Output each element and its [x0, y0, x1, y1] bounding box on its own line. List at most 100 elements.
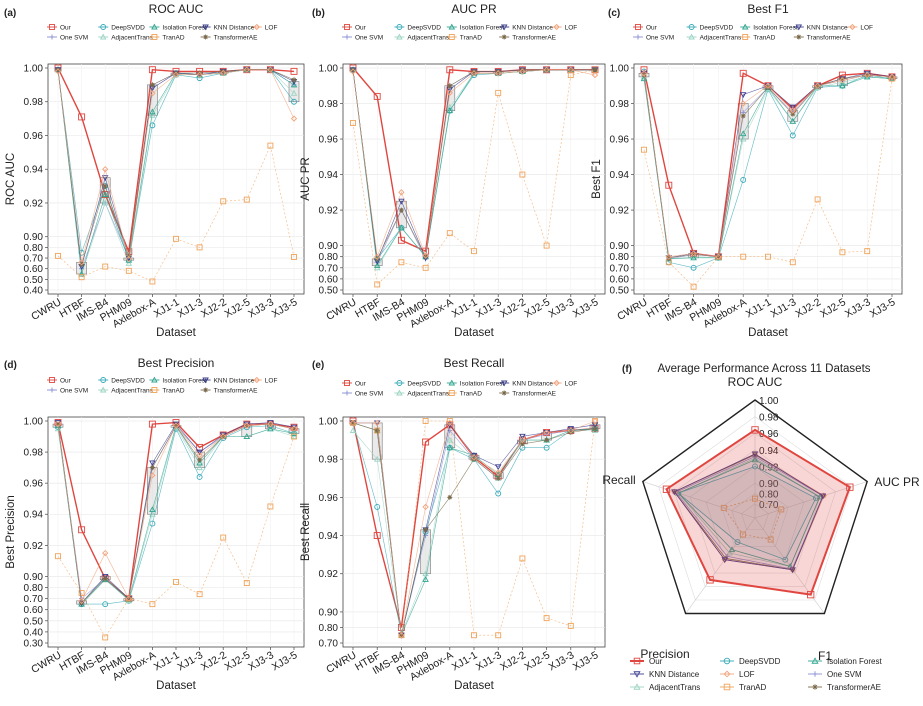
data-point	[148, 66, 156, 74]
legend-label: TransformerAE	[512, 391, 556, 398]
panel-label: (a)	[4, 8, 16, 19]
y-tick-label: 0.92	[610, 206, 630, 217]
data-point	[220, 433, 227, 440]
radar-point	[782, 556, 789, 563]
radar-point	[846, 483, 854, 491]
data-point	[839, 76, 845, 82]
y-tick-label: 0.80	[610, 252, 630, 263]
legend-label: TransformerAE	[807, 35, 851, 42]
data-point	[690, 250, 697, 257]
radar-point	[816, 493, 824, 500]
data-point	[149, 82, 155, 88]
y-tick-label: 0.50	[319, 286, 339, 297]
data-point	[495, 475, 501, 481]
data-point	[267, 142, 274, 149]
data-point	[173, 235, 179, 242]
series-lof	[54, 420, 298, 604]
legend-label: LOF	[565, 381, 578, 388]
data-point	[267, 420, 274, 428]
data-point	[398, 198, 405, 205]
radar-point	[751, 451, 759, 458]
legend-label: Isolation Forest	[827, 657, 882, 666]
legend-marker	[253, 376, 260, 384]
data-point	[149, 460, 156, 467]
data-point	[196, 75, 203, 82]
x-tick-label: XJ3-3	[843, 296, 873, 320]
y-tick-label: 0.92	[24, 541, 44, 552]
legend-label: DeepSVDD	[739, 657, 781, 666]
legend-label: LOF	[265, 378, 278, 385]
legend-label: Isolation Forest	[162, 25, 207, 32]
y-tick-label: 0.94	[24, 165, 44, 176]
panel-label: (b)	[312, 8, 325, 19]
legend-label: AdjacentTrans	[649, 683, 700, 692]
data-point	[495, 469, 502, 476]
data-point	[196, 449, 203, 456]
legend-marker	[253, 23, 260, 31]
data-point	[102, 183, 108, 189]
data-point	[789, 117, 797, 124]
data-point	[78, 526, 86, 534]
y-tick-label: 0.96	[24, 131, 44, 142]
legend-label: Our	[60, 378, 72, 385]
x-tick-label: XJ3-5	[571, 296, 601, 320]
legend-marker	[202, 377, 209, 384]
data-point	[446, 107, 454, 114]
series-tranad	[55, 142, 297, 285]
data-point	[55, 252, 61, 259]
y-tick-label: 0.80	[24, 583, 44, 594]
y-axis-label: AUC PR	[300, 157, 312, 200]
y-tick-label: 1.00	[319, 417, 339, 428]
data-point	[291, 254, 297, 260]
legend-marker	[396, 33, 403, 40]
data-point	[349, 419, 357, 427]
y-tick-label: 0.70	[24, 254, 44, 265]
data-point	[446, 444, 454, 451]
data-point	[446, 419, 453, 427]
data-point	[220, 534, 227, 541]
data-point	[591, 417, 599, 425]
legend-marker	[553, 379, 560, 387]
series-line	[352, 69, 596, 286]
data-point	[641, 146, 647, 153]
legend-label: AdjacentTrans	[111, 388, 153, 395]
data-point	[495, 89, 502, 96]
y-tick-label: 0.50	[24, 616, 44, 627]
radar-point	[752, 463, 758, 470]
panel-best-f1: (c) Best F1 Our DeepSVDD Isolation Forest KNN…	[591, 2, 903, 339]
y-tick-label: 0.80	[319, 252, 339, 263]
data-point	[126, 253, 132, 259]
radar-polygon	[677, 459, 821, 567]
y-tick-label: 1.00	[319, 64, 339, 75]
legend-marker	[500, 380, 508, 387]
y-tick-label: 0.98	[610, 99, 630, 110]
y-tick-label: 0.96	[24, 479, 44, 490]
data-point	[495, 490, 502, 497]
radar-axis-label: Precision	[640, 647, 689, 661]
y-tick-label: 0.90	[24, 572, 44, 583]
data-point	[591, 422, 599, 429]
legend-marker	[501, 390, 507, 396]
radar-point	[728, 546, 736, 553]
legend-label: KNN Distance	[807, 25, 848, 32]
panel-label: (f)	[622, 364, 632, 375]
data-point	[422, 418, 429, 424]
legend-label: TransformerAE	[214, 35, 258, 42]
legend-marker	[203, 34, 209, 40]
legend-label: TranAD	[460, 391, 482, 398]
y-tick-label: 0.60	[24, 605, 44, 616]
legend-marker	[344, 24, 350, 30]
legend-label: Our	[649, 657, 663, 666]
legend-marker	[49, 34, 55, 40]
legend-label: DeepSVDD	[407, 381, 441, 388]
y-tick-label: 0.98	[319, 455, 339, 466]
x-tick-label: XJ2-2	[793, 296, 823, 320]
radar-point	[807, 590, 815, 599]
data-point	[398, 189, 405, 196]
legend-label: AdjacentTrans	[407, 391, 449, 398]
y-tick-label: 0.92	[319, 569, 339, 580]
data-point	[640, 75, 648, 82]
data-point	[471, 248, 477, 255]
legend-label: AdjacentTrans	[407, 35, 449, 42]
